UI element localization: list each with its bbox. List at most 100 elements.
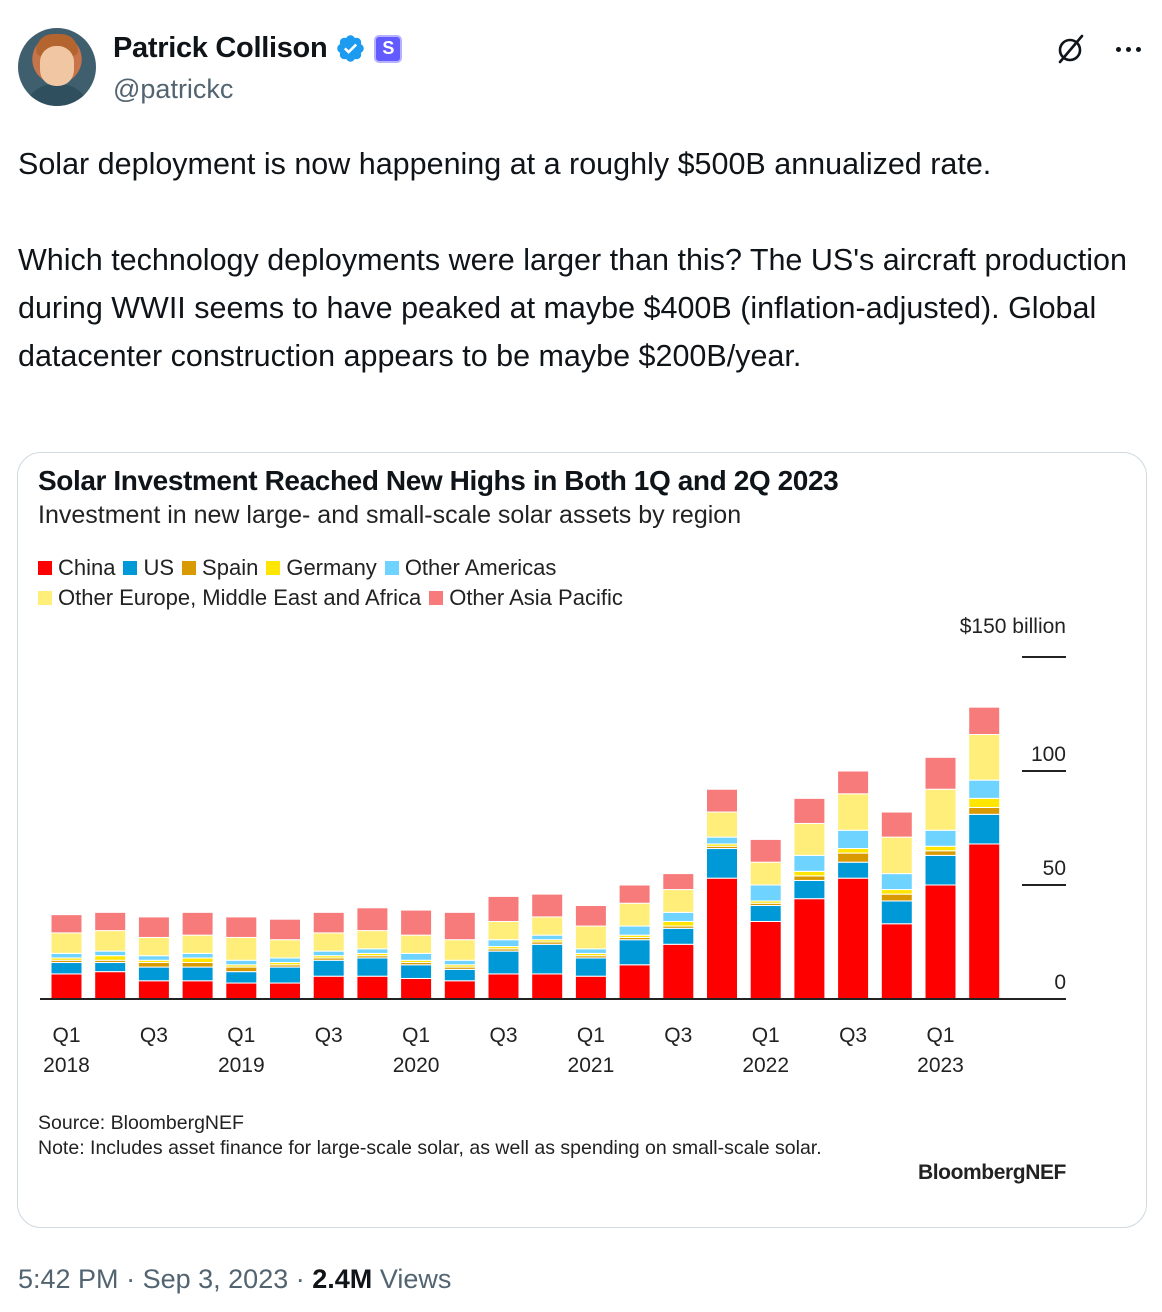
- chart-subtitle: Investment in new large- and small-scale…: [38, 501, 742, 529]
- display-name[interactable]: Patrick Collison: [113, 32, 328, 64]
- bar-segment-china: [749, 920, 782, 1000]
- bar-segment-us: [574, 957, 607, 977]
- bar-segment-other-asia-pacific: [706, 788, 738, 813]
- legend-item-china: China: [38, 553, 115, 583]
- legend-label: Spain: [202, 555, 259, 580]
- more-options-icon[interactable]: [1108, 32, 1148, 66]
- bar-segment-other-asia-pacific: [793, 797, 826, 824]
- bar-segment-other-asia-pacific: [749, 838, 782, 863]
- legend-item-other-europe-middle-east-and-africa: Other Europe, Middle East and Africa: [38, 583, 421, 613]
- bar-segment-other-europe-middle-east-and-africa: [968, 734, 1001, 781]
- meta-separator: ·: [126, 1264, 136, 1294]
- bar-segment-other-asia-pacific: [837, 770, 870, 795]
- bar-segment-other-europe-middle-east-and-africa: [137, 936, 170, 957]
- legend-item-germany: Germany: [266, 553, 377, 583]
- tweet-time[interactable]: 5:42 PM: [18, 1264, 119, 1294]
- bar-segment-germany: [924, 845, 957, 852]
- bar-segment-other-asia-pacific: [225, 916, 258, 938]
- bar-segment-us: [94, 962, 127, 973]
- chart-source: Source: BloombergNEF Note: Includes asse…: [38, 1111, 888, 1161]
- bar-segment-other-europe-middle-east-and-africa: [400, 934, 433, 954]
- bar-segment-china: [706, 877, 738, 1000]
- tweet-paragraph-2: Which technology deployments were larger…: [18, 243, 1127, 373]
- bar-segment-other-europe-middle-east-and-africa: [662, 889, 695, 913]
- bar-segment-other-asia-pacific: [181, 911, 214, 936]
- bar-segment-germany: [662, 920, 695, 927]
- bar-segment-other-americas: [356, 948, 389, 954]
- bar-segment-spain: [924, 850, 957, 856]
- tweet-date[interactable]: Sep 3, 2023: [142, 1264, 289, 1294]
- bar-segment-other-asia-pacific: [443, 911, 476, 941]
- bar-segment-other-americas: [312, 950, 345, 957]
- bar-segment-germany: [880, 889, 913, 895]
- legend-label: Other Asia Pacific: [449, 585, 623, 610]
- views-count[interactable]: 2.4M: [312, 1264, 373, 1294]
- bar-segment-spain: [793, 875, 826, 881]
- bar-segment-other-europe-middle-east-and-africa: [269, 939, 301, 959]
- bar-segment-spain: [837, 852, 870, 863]
- handle[interactable]: @patrickc: [113, 74, 234, 104]
- bar-segment-spain: [225, 966, 258, 973]
- bar-segment-other-americas: [400, 952, 433, 961]
- bar-segment-germany: [793, 870, 826, 877]
- legend-item-other-americas: Other Americas: [384, 553, 557, 583]
- avatar[interactable]: [18, 28, 96, 106]
- legend-swatch: [429, 591, 444, 605]
- bar-segment-other-europe-middle-east-and-africa: [924, 788, 957, 831]
- bar-segment-other-americas: [924, 829, 957, 847]
- bar-segment-us: [487, 950, 520, 975]
- bar-segment-china: [793, 898, 826, 1000]
- legend-swatch: [384, 561, 399, 575]
- bar-segment-other-americas: [793, 854, 826, 872]
- bar-segment-china: [400, 977, 433, 1000]
- bar-segment-other-europe-middle-east-and-africa: [618, 902, 651, 927]
- legend-swatch: [182, 561, 197, 575]
- bar-segment-other-americas: [749, 884, 782, 902]
- bar-segment-china: [356, 975, 389, 1000]
- y-tick-label: 100: [1031, 743, 1066, 766]
- bar-segment-other-europe-middle-east-and-africa: [749, 861, 782, 886]
- bar-segment-other-asia-pacific: [312, 911, 345, 934]
- legend-label: Other Americas: [404, 555, 557, 580]
- bar-segment-other-americas: [880, 873, 913, 891]
- bar-segment-other-asia-pacific: [356, 907, 389, 932]
- x-tick-label: Q3: [839, 1024, 867, 1047]
- bar-segment-us: [706, 848, 738, 879]
- bar-segment-us: [50, 962, 83, 975]
- x-tick-label: Q1: [926, 1024, 954, 1047]
- bar-segment-other-americas: [137, 955, 170, 961]
- views-label[interactable]: Views: [379, 1264, 452, 1294]
- bar-segment-other-asia-pacific: [400, 909, 433, 936]
- bar-segment-other-europe-middle-east-and-africa: [50, 932, 83, 954]
- bar-segment-other-asia-pacific: [924, 756, 957, 790]
- tweet-meta: 5:42 PM · Sep 3, 2023 · 2.4M Views: [18, 1264, 451, 1295]
- bar-segment-other-europe-middle-east-and-africa: [706, 811, 738, 838]
- bar-segment-other-europe-middle-east-and-africa: [443, 939, 476, 961]
- legend-item-us: US: [123, 553, 174, 583]
- meta-separator: ·: [295, 1264, 305, 1294]
- bar-segment-other-americas: [50, 952, 83, 959]
- legend-label: US: [143, 555, 175, 580]
- bar-segment-china: [574, 975, 607, 1000]
- bar-segment-other-asia-pacific: [137, 916, 170, 938]
- x-tick-label: Q3: [664, 1024, 692, 1047]
- x-tick-label: Q3: [140, 1024, 168, 1047]
- bar-segment-other-europe-middle-east-and-africa: [837, 793, 870, 831]
- verified-badge-icon[interactable]: [335, 33, 366, 64]
- bar-segment-other-europe-middle-east-and-africa: [225, 936, 258, 961]
- note-line: Note: Includes asset finance for large-s…: [38, 1137, 822, 1159]
- bar-segment-other-americas: [531, 934, 564, 941]
- legend-swatch: [266, 561, 281, 575]
- stripe-affiliate-badge-icon[interactable]: S: [374, 34, 403, 63]
- grok-icon[interactable]: [1054, 32, 1088, 66]
- bar-segment-china: [968, 843, 1001, 1000]
- chart-image-card[interactable]: Solar Investment Reached New Highs in Bo…: [17, 452, 1147, 1228]
- bar-segment-us: [837, 861, 870, 879]
- bar-segment-other-asia-pacific: [94, 911, 127, 932]
- bar-segment-china: [312, 975, 345, 1000]
- bar-segment-china: [269, 982, 301, 1000]
- name-row: Patrick Collison S: [113, 32, 403, 65]
- bar-segment-spain: [880, 893, 913, 902]
- bar-segment-china: [443, 980, 476, 1000]
- legend-item-spain: Spain: [182, 553, 258, 583]
